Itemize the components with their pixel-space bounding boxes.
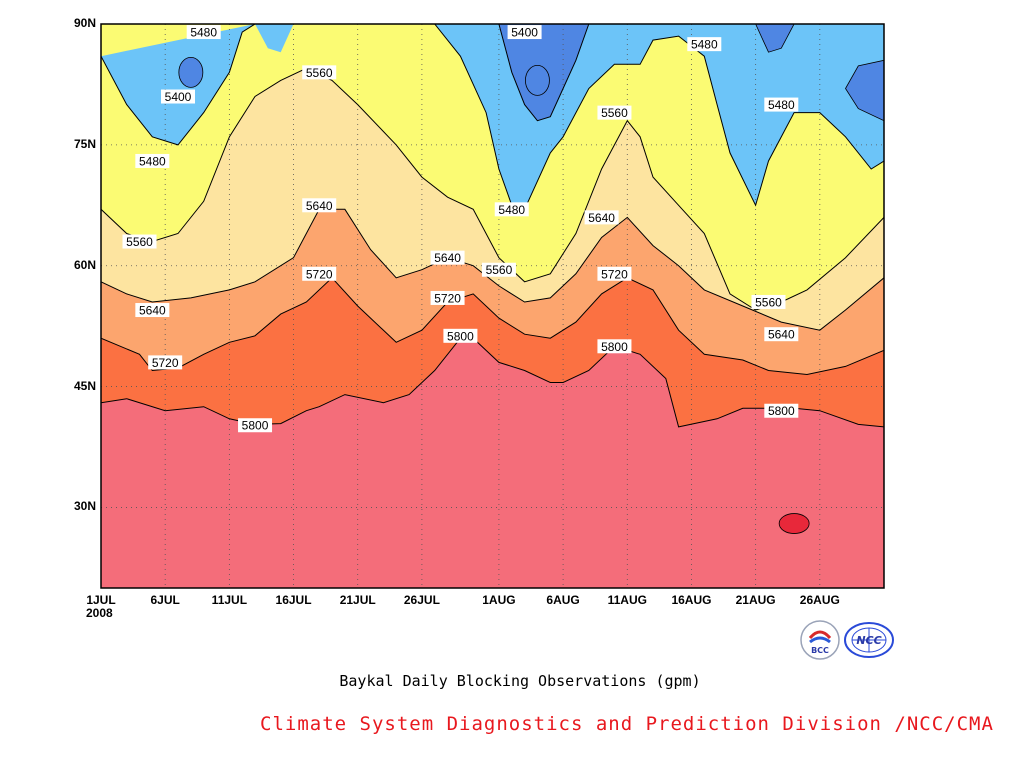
contour-label-text: 5400 (165, 90, 192, 104)
contour-label-text: 5640 (434, 251, 461, 265)
contour-label-5720: 5720 (148, 355, 183, 370)
contour-label-text: 5480 (768, 98, 795, 112)
contour-label-text: 5480 (498, 203, 525, 217)
closed-contour-2 (525, 65, 550, 96)
plot-frame (100, 23, 885, 589)
contour-label-5720: 5720 (302, 266, 337, 281)
contour-label-text: 5800 (242, 419, 269, 433)
contour-label-5560: 5560 (481, 262, 516, 277)
x-tick-label: 1JUL (86, 593, 116, 607)
contour-label-text: 5640 (768, 328, 795, 342)
closed-contour-3 (778, 513, 810, 534)
x-tick-label: 1AUG (482, 593, 516, 607)
contour-label-5640: 5640 (584, 210, 619, 225)
y-tick-label: 75N (73, 136, 96, 151)
contour-label-text: 5720 (601, 267, 628, 281)
fill-below-5400-edge-1 (755, 24, 795, 53)
y-tick-label: 60N (73, 257, 96, 272)
contour-label-5640: 5640 (302, 198, 337, 213)
x-tick-label: 16JUL (275, 593, 312, 607)
fill-below-5400-edge-2 (845, 59, 884, 122)
contour-label-text: 5720 (306, 267, 333, 281)
contour-labels: 5480 5400 5480 5560 5640 5720 5800 5560 5640 5720… (122, 25, 799, 433)
contour-line-5400-6 (498, 24, 590, 122)
contour-label-5720: 5720 (597, 266, 632, 281)
x-tick-label: 26AUG (799, 593, 840, 607)
x-tick-label: 16AUG (671, 593, 712, 607)
contour-label-5640: 5640 (135, 303, 170, 318)
y-tick-label: 45N (73, 378, 96, 393)
chart-title: Baykal Daily Blocking Observations (gpm) (339, 672, 701, 690)
contour-label-text: 5560 (126, 235, 153, 249)
y-tick-label: 90N (73, 16, 96, 30)
contour-label-text: 5640 (139, 304, 166, 318)
contour-label-5480: 5480 (186, 25, 221, 40)
contour-label-5480: 5480 (135, 153, 170, 168)
contour-label-5800: 5800 (764, 403, 799, 418)
contour-label-text: 5560 (755, 295, 782, 309)
contour-label-5640: 5640 (764, 327, 799, 342)
contour-line-5480-4 (101, 24, 256, 146)
contour-label-5800: 5800 (443, 328, 478, 343)
contour-label-5560: 5560 (122, 234, 157, 249)
contour-line-5480-5 (434, 24, 884, 210)
contour-line-5720-1 (101, 277, 884, 376)
fill-5400-5480-edge-2 (691, 24, 718, 34)
contour-label-text: 5560 (306, 66, 333, 80)
contour-label-text: 5480 (190, 26, 217, 40)
contour-label-5720: 5720 (430, 290, 465, 305)
x-tick-label: 21JUL (339, 593, 376, 607)
contour-label-5480: 5480 (687, 37, 722, 52)
x-tick-label: 21AUG (735, 593, 776, 607)
x-tick-label: 26JUL (403, 593, 440, 607)
contour-label-text: 5800 (447, 329, 474, 343)
contour-label-text: 5640 (306, 199, 333, 213)
ncc-logo-text: NCC (856, 634, 881, 647)
x-tick-label: 11AUG (607, 593, 647, 607)
bcc-logo-text: BCC (811, 646, 829, 655)
contour-label-text: 5720 (152, 356, 179, 370)
contour-label-text: 5480 (139, 154, 166, 168)
x-axis-year-label: 2008 (86, 606, 113, 620)
contour-line-5560-3 (101, 67, 884, 311)
credit-line: Climate System Diagnostics and Predictio… (260, 713, 994, 735)
contour-label-text: 5560 (486, 263, 513, 277)
contour-label-5560: 5560 (597, 105, 632, 120)
contour-label-5640: 5640 (430, 250, 465, 265)
fill-5480-5560 (101, 24, 884, 310)
contour-fills (101, 24, 884, 588)
contour-label-5800: 5800 (597, 339, 632, 354)
contour-label-5560: 5560 (751, 294, 786, 309)
contour-label-text: 5400 (511, 26, 538, 40)
contour-label-5480: 5480 (494, 202, 529, 217)
y-tick-label: 30N (73, 499, 96, 514)
closed-contour-1 (178, 56, 204, 88)
contour-label-text: 5800 (601, 340, 628, 354)
contour-label-text: 5720 (434, 291, 461, 305)
contour-label-5480: 5480 (764, 97, 799, 112)
contour-label-text: 5480 (691, 38, 718, 52)
x-tick-label: 6AUG (546, 593, 580, 607)
contour-label-5400: 5400 (507, 25, 542, 40)
fill-5400-5480-edge-1 (255, 24, 294, 53)
contour-label-5400: 5400 (161, 89, 196, 104)
contour-label-text: 5800 (768, 404, 795, 418)
x-tick-label: 6JUL (150, 593, 180, 607)
contour-label-text: 5640 (588, 211, 615, 225)
fill-5400-5480-region-1 (101, 24, 255, 145)
ncc-logo-icon: NCC (842, 620, 896, 660)
x-tick-label: 11JUL (211, 593, 248, 607)
bcc-logo-icon: BCC (800, 620, 840, 660)
contour-label-text: 5560 (601, 106, 628, 120)
contour-label-5560: 5560 (302, 65, 337, 80)
contour-label-5800: 5800 (238, 418, 273, 433)
